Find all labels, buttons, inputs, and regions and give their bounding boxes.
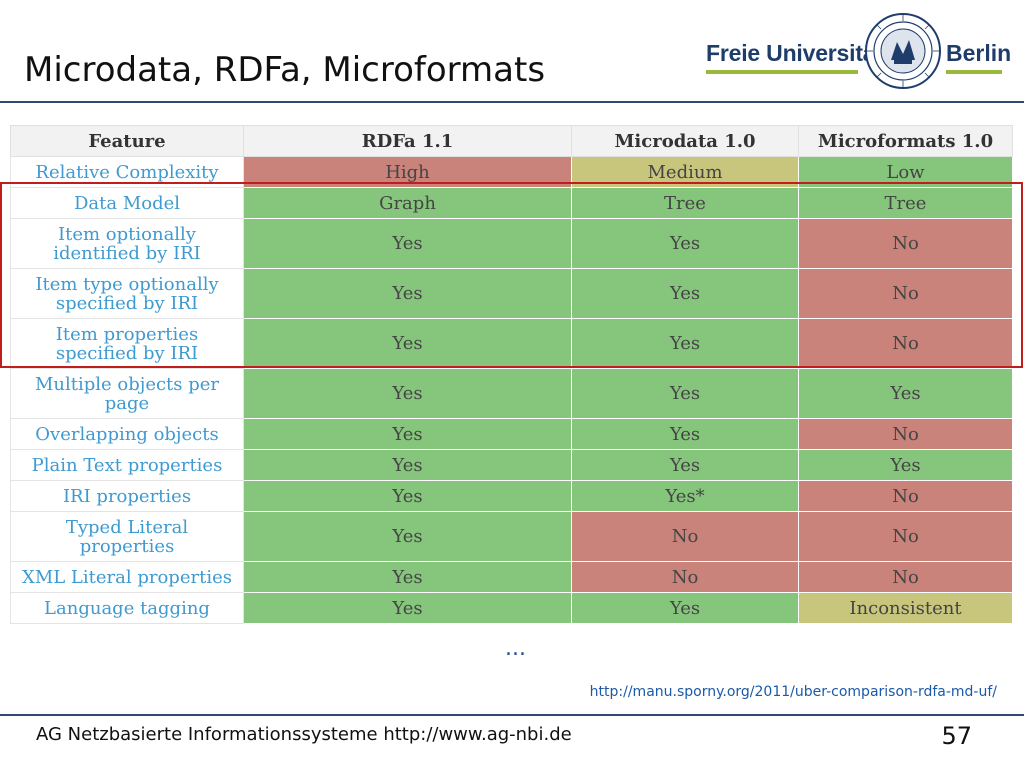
feature-cell: Multiple objects per page	[10, 368, 244, 419]
feature-label-line: specified by IRI	[55, 292, 199, 314]
feature-label-line: XML Literal properties	[22, 566, 232, 588]
header-microdata: Microdata 1.0	[571, 125, 799, 157]
rdfa-cell: Yes	[243, 561, 572, 593]
footer-text: AG Netzbasierte Informationssysteme http…	[36, 724, 572, 745]
ellipsis: ...	[505, 636, 526, 661]
rdfa-cell: Yes	[243, 449, 572, 481]
feature-cell: Item optionally identified by IRI	[10, 218, 244, 269]
feature-label-line: properties	[79, 535, 175, 557]
feature-label-line: page	[104, 392, 150, 414]
microdata-cell: Tree	[571, 187, 799, 219]
title-divider	[0, 101, 1024, 103]
microdata-cell: Yes	[571, 268, 799, 319]
university-seal-icon	[865, 13, 941, 89]
rdfa-cell: Yes	[243, 480, 572, 512]
rdfa-cell: Yes	[243, 268, 572, 319]
microdata-cell: No	[571, 561, 799, 593]
table-body: Relative Complexity High Medium Low Data Mod…	[10, 156, 1013, 624]
table-row: Plain Text properties Yes Yes Yes	[10, 449, 1013, 481]
microdata-cell: Medium	[571, 156, 799, 188]
header-feature: Feature	[10, 125, 244, 157]
feature-cell: Language tagging	[10, 592, 244, 624]
feature-cell: Data Model	[10, 187, 244, 219]
table-row: Item properties specified by IRI Yes Yes No	[10, 318, 1013, 369]
logo-accent-bar	[706, 70, 858, 74]
feature-label-line: Typed Literal	[65, 516, 189, 538]
feature-cell: Relative Complexity	[10, 156, 244, 188]
feature-cell: XML Literal properties	[10, 561, 244, 593]
table-row: Language tagging Yes Yes Inconsistent	[10, 592, 1013, 624]
microdata-cell: Yes	[571, 418, 799, 450]
table-row: Data Model Graph Tree Tree	[10, 187, 1013, 219]
feature-label-line: Relative Complexity	[35, 161, 219, 183]
feature-label-line: Language tagging	[44, 597, 210, 619]
microdata-cell: Yes*	[571, 480, 799, 512]
logo-right-text: Berlin	[946, 40, 1012, 66]
microdata-cell: Yes	[571, 318, 799, 369]
rdfa-cell: Graph	[243, 187, 572, 219]
microformats-cell: Tree	[798, 187, 1013, 219]
feature-label-line: specified by IRI	[55, 342, 199, 364]
microformats-cell: No	[798, 511, 1013, 562]
rdfa-cell: Yes	[243, 418, 572, 450]
feature-cell: Plain Text properties	[10, 449, 244, 481]
table-row: IRI properties Yes Yes* No	[10, 480, 1013, 512]
feature-cell: Overlapping objects	[10, 418, 244, 450]
feature-label-line: Plain Text properties	[31, 454, 223, 476]
table-row: Relative Complexity High Medium Low	[10, 156, 1013, 188]
table-row: Multiple objects per page Yes Yes Yes	[10, 368, 1013, 419]
university-logo: Freie Universität Berlin	[706, 10, 1011, 94]
microformats-cell: No	[798, 318, 1013, 369]
feature-label-line: Item type optionally	[35, 273, 219, 295]
feature-label-line: Item optionally	[58, 223, 196, 245]
feature-cell: Item properties specified by IRI	[10, 318, 244, 369]
rdfa-cell: Yes	[243, 511, 572, 562]
header-microformats: Microformats 1.0	[798, 125, 1013, 157]
header-rdfa: RDFa 1.1	[243, 125, 572, 157]
logo-accent-bar-right	[946, 70, 1002, 74]
microdata-cell: Yes	[571, 592, 799, 624]
source-link[interactable]: http://manu.sporny.org/2011/uber-compari…	[589, 684, 997, 700]
rdfa-cell: Yes	[243, 318, 572, 369]
table-header-row: Feature RDFa 1.1 Microdata 1.0 Microform…	[10, 125, 1013, 157]
rdfa-cell: Yes	[243, 368, 572, 419]
microformats-cell: No	[798, 218, 1013, 269]
microformats-cell: No	[798, 418, 1013, 450]
microformats-cell: Inconsistent	[798, 592, 1013, 624]
footer-divider	[0, 714, 1024, 716]
feature-label-line: Overlapping objects	[35, 423, 219, 445]
feature-cell: IRI properties	[10, 480, 244, 512]
microformats-cell: No	[798, 561, 1013, 593]
table-row: Item optionally identified by IRI Yes Yes No	[10, 218, 1013, 269]
comparison-table: Feature RDFa 1.1 Microdata 1.0 Microform…	[10, 125, 1013, 624]
microdata-cell: Yes	[571, 218, 799, 269]
slide-title: Microdata, RDFa, Microformats	[24, 50, 546, 90]
comparison-table-container: Feature RDFa 1.1 Microdata 1.0 Microform…	[10, 125, 1013, 624]
feature-label-line: identified by IRI	[53, 242, 201, 264]
table-row: Item type optionally specified by IRI Yes Y…	[10, 268, 1013, 319]
rdfa-cell: Yes	[243, 218, 572, 269]
rdfa-cell: Yes	[243, 592, 572, 624]
logo-left-text: Freie Universität	[706, 40, 883, 66]
feature-label-line: Multiple objects per	[34, 373, 220, 395]
feature-cell: Item type optionally specified by IRI	[10, 268, 244, 319]
feature-cell: Typed Literal properties	[10, 511, 244, 562]
microdata-cell: No	[571, 511, 799, 562]
microformats-cell: No	[798, 268, 1013, 319]
page-number: 57	[941, 722, 972, 750]
rdfa-cell: High	[243, 156, 572, 188]
microdata-cell: Yes	[571, 368, 799, 419]
table-row: Typed Literal properties Yes No No	[10, 511, 1013, 562]
table-row: Overlapping objects Yes Yes No	[10, 418, 1013, 450]
microformats-cell: Yes	[798, 368, 1013, 419]
feature-label-line: Item properties	[55, 323, 199, 345]
microformats-cell: Low	[798, 156, 1013, 188]
microformats-cell: No	[798, 480, 1013, 512]
table-row: XML Literal properties Yes No No	[10, 561, 1013, 593]
feature-label-line: Data Model	[73, 192, 181, 214]
microformats-cell: Yes	[798, 449, 1013, 481]
feature-label-line: IRI properties	[62, 485, 192, 507]
microdata-cell: Yes	[571, 449, 799, 481]
